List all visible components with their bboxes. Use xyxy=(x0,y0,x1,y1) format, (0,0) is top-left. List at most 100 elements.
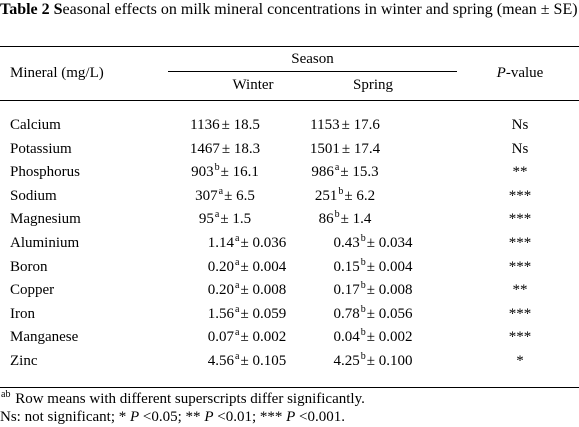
winter-mean: 0.07 xyxy=(207,329,235,346)
p-value: Ns xyxy=(480,140,560,158)
winter-superscript: a xyxy=(235,303,240,315)
season-header-rule xyxy=(168,71,457,72)
p-symbol: P xyxy=(286,409,296,425)
spring-superscript: b xyxy=(360,327,366,339)
spring-mean: 0.78 xyxy=(333,305,360,322)
mineral-name: Boron xyxy=(10,258,48,276)
winter-mean: 307 xyxy=(195,187,218,204)
winter-superscript: a xyxy=(218,185,224,197)
winter-mean: 0.20 xyxy=(207,282,235,299)
p-value: Ns xyxy=(480,116,560,134)
p-value: *** xyxy=(480,328,560,346)
spring-mean: 251 xyxy=(314,187,338,204)
winter-value: 0.20a± 0.004 xyxy=(182,257,312,276)
footnote-significance: Ns: not significant; * P <0.05; ** P <0.… xyxy=(0,408,345,426)
spring-superscript: b xyxy=(360,303,366,315)
p-value: * xyxy=(480,352,560,370)
p-value: *** xyxy=(480,210,560,228)
spring-se: ± 0.004 xyxy=(366,258,413,275)
winter-value: 0.07a± 0.002 xyxy=(182,328,312,346)
table-row: Zinc 4.56a± 0.105 4.25b± 0.100 * xyxy=(0,350,579,376)
spring-mean: 86 xyxy=(318,211,334,228)
column-header-season: Season xyxy=(291,51,334,67)
winter-mean: 1467 xyxy=(189,140,220,157)
p-value-label: Ns xyxy=(511,140,529,157)
mineral-label: Boron xyxy=(10,258,48,275)
spring-superscript: b xyxy=(360,350,366,362)
winter-se: ± 0.008 xyxy=(240,282,287,299)
winter-superscript: a xyxy=(235,232,240,244)
table-row: Aluminium 1.14a± 0.036 0.43b± 0.034 *** xyxy=(0,232,579,258)
spring-value: 0.17b± 0.008 xyxy=(298,281,448,299)
p-symbol: P xyxy=(130,409,140,425)
spring-value: 1501 ± 17.4 xyxy=(280,140,410,158)
spring-value: 251b± 6.2 xyxy=(280,185,410,205)
winter-superscript: a xyxy=(235,280,240,292)
table-caption: Table 2 Seasonal effects on milk mineral… xyxy=(0,0,579,20)
mineral-label: Aluminium xyxy=(10,234,80,251)
spring-value: 986a± 15.3 xyxy=(280,163,410,181)
column-header-p-value: P-value xyxy=(480,64,560,82)
spring-superscript: a xyxy=(334,162,340,174)
spring-value: 0.04b± 0.002 xyxy=(298,328,448,346)
p-value: *** xyxy=(480,305,560,323)
p-value-label: *** xyxy=(508,329,532,346)
p-value: *** xyxy=(480,258,560,276)
footnote-line-1: Row means with different superscripts di… xyxy=(11,391,365,407)
spring-mean: 4.25 xyxy=(333,352,360,369)
p-value: ** xyxy=(480,281,560,299)
table-row: Potassium 1467 ± 18.3 1501 ± 17.4 Ns xyxy=(0,140,579,164)
winter-superscript: a xyxy=(235,327,240,339)
spring-se: ± 1.4 xyxy=(340,211,372,228)
mineral-name: Potassium xyxy=(10,140,72,158)
mineral-label: Calcium xyxy=(10,117,61,133)
footnote-text: <0.05; ** xyxy=(139,409,205,425)
spring-superscript: b xyxy=(338,185,344,197)
p-symbol: P xyxy=(496,65,506,81)
p-value-label: *** xyxy=(508,258,532,275)
mineral-label: Zinc xyxy=(10,352,38,369)
column-header-mineral: Mineral (mg/L) xyxy=(10,65,104,81)
table-row: Calcium 1136 ± 18.5 1153 ± 17.6 Ns xyxy=(0,116,579,140)
table-row: Sodium 307a± 6.5 251b± 6.2 *** xyxy=(0,185,579,211)
spring-mean: 0.15 xyxy=(333,258,360,275)
winter-se: ± 18.3 xyxy=(221,140,261,157)
spring-superscript: b xyxy=(360,232,366,244)
winter-superscript: b xyxy=(214,162,220,174)
table-bottom-rule xyxy=(0,387,579,388)
spring-value: 0.78b± 0.056 xyxy=(298,303,448,323)
winter-se: ± 1.5 xyxy=(220,211,252,228)
mineral-name: Sodium xyxy=(10,187,57,205)
table-row: Magnesium 95a± 1.5 86b± 1.4 *** xyxy=(0,210,579,234)
winter-mean: 1.14 xyxy=(207,234,235,251)
winter-superscript: a xyxy=(214,209,220,221)
mineral-label: Iron xyxy=(10,305,35,322)
winter-value: 0.20a± 0.008 xyxy=(182,281,312,299)
footnote-text: <0.001. xyxy=(295,409,346,425)
spring-mean: 1501 xyxy=(309,140,340,157)
mineral-label: Copper xyxy=(10,282,55,299)
winter-se: ± 0.004 xyxy=(240,258,287,275)
winter-mean: 1136 xyxy=(190,117,220,133)
mineral-label: Potassium xyxy=(10,140,72,157)
p-value-label: *** xyxy=(508,211,532,228)
table-row: Phosphorus 903b± 16.1 986a± 15.3 ** xyxy=(0,163,579,187)
table-row: Copper 0.20a± 0.008 0.17b± 0.008 ** xyxy=(0,281,579,305)
mineral-name: Magnesium xyxy=(10,210,81,228)
table-row: Boron 0.20a± 0.004 0.15b± 0.004 *** xyxy=(0,257,579,282)
table-body: Calcium 1136 ± 18.5 1153 ± 17.6 Ns Potassium 14… xyxy=(0,116,579,376)
spring-superscript: b xyxy=(334,209,340,221)
spring-value: 0.43b± 0.034 xyxy=(298,232,448,252)
p-value-label: Ns xyxy=(511,117,529,133)
mineral-label: Sodium xyxy=(10,187,57,204)
p-value-label: ** xyxy=(512,282,528,299)
spring-superscript: b xyxy=(360,280,366,292)
spring-se: ± 17.6 xyxy=(341,117,380,133)
p-value: *** xyxy=(480,187,560,205)
spring-mean: 0.17 xyxy=(333,282,360,299)
winter-se: ± 6.5 xyxy=(224,187,255,204)
mineral-name: Phosphorus xyxy=(10,163,80,181)
table-top-rule xyxy=(0,46,579,47)
p-value-label: ** xyxy=(512,164,528,181)
winter-se: ± 18.5 xyxy=(221,117,260,133)
